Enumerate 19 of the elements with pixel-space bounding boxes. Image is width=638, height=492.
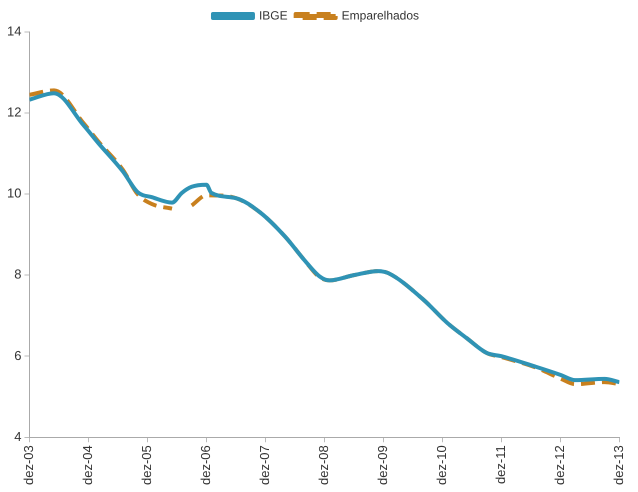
x-tick-label: dez-06 [198,445,214,485]
x-tick-label: dez-13 [610,445,626,485]
x-tick-label: dez-04 [80,445,96,485]
y-tick-label: 14 [6,24,22,39]
legend-label: Emparelhados [342,8,420,22]
x-tick-label: dez-08 [316,445,332,485]
y-tick-label: 8 [14,266,22,282]
x-tick-label: dez-10 [434,445,449,485]
legend-label: IBGE [258,8,288,22]
y-tick-label: 4 [14,428,22,444]
x-tick-label: dez-12 [552,445,567,485]
y-tick-label: 10 [6,186,22,201]
x-tick-label: dez-11 [492,445,508,484]
y-tick-label: 12 [6,104,22,120]
y-tick-label: 6 [14,348,22,363]
x-tick-label: dez-07 [257,445,272,485]
x-tick-label: dez-03 [21,445,36,485]
x-tick-label: dez-05 [139,445,154,485]
x-tick-label: dez-09 [375,445,390,485]
